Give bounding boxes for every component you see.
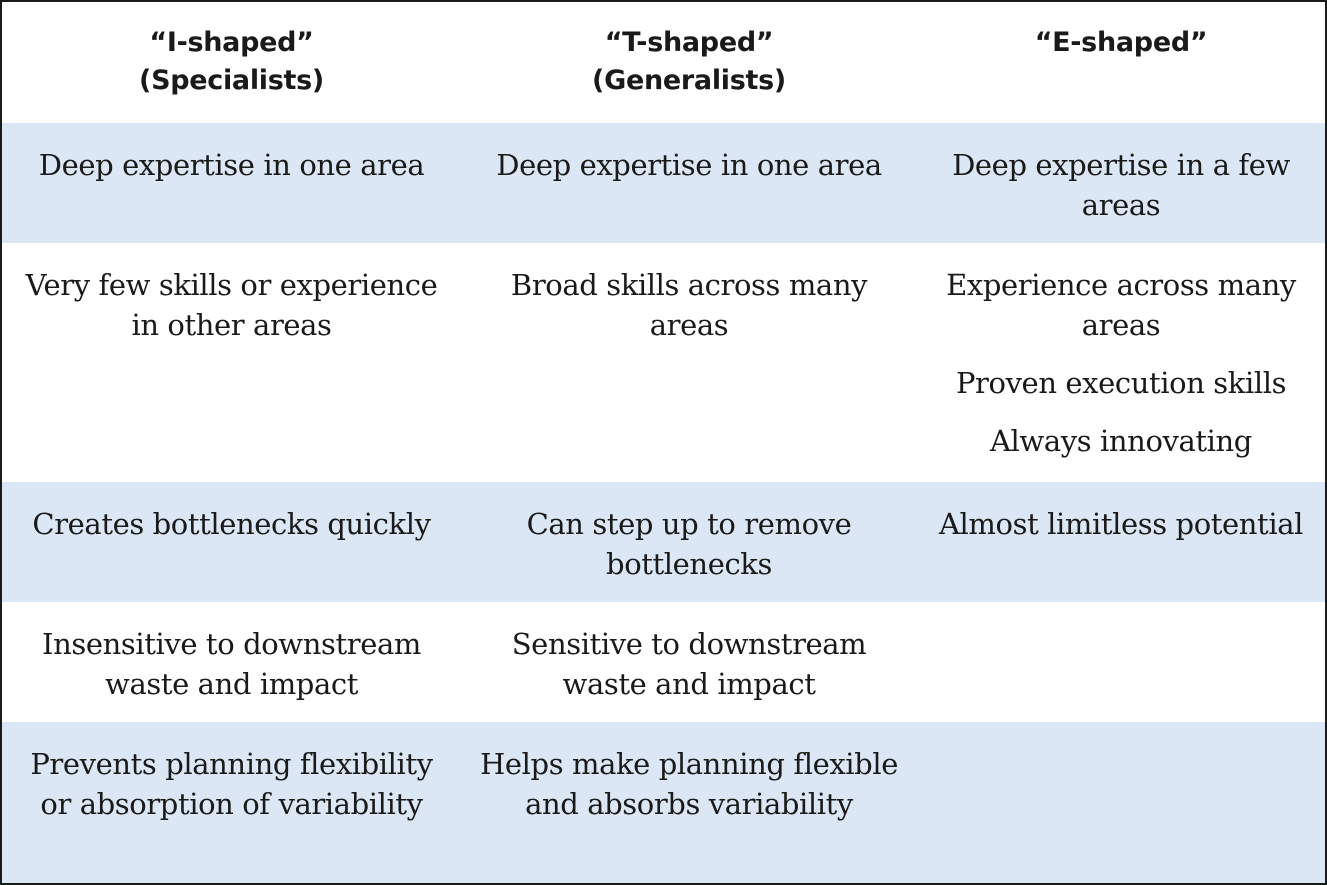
table-row: Prevents planning flexibility or absorpt… xyxy=(2,722,1325,883)
cell-i-shaped: Very few skills or experience in other a… xyxy=(25,268,438,342)
header-i-shaped-title: “I-shaped” xyxy=(149,27,314,58)
cell-e-shaped-line: Always innovating xyxy=(990,424,1252,458)
header-t-shaped-subtitle: (Generalists) xyxy=(592,65,786,96)
cell-t-shaped: Sensitive to downstream waste and impact xyxy=(511,627,867,701)
cell-e-shaped-line: Deep expertise in a few areas xyxy=(952,148,1290,222)
cell-i-shaped: Deep expertise in one area xyxy=(38,148,425,182)
cell-e-shaped: Deep expertise in a few areas xyxy=(917,123,1325,243)
table-row: Insensitive to downstream waste and impa… xyxy=(2,602,1325,722)
cell-t-shaped: Helps make planning flexible and absorbs… xyxy=(480,747,898,821)
cell-t-shaped: Can step up to remove bottlenecks xyxy=(526,507,852,581)
cell-e-shaped: Almost limitless potential xyxy=(917,482,1325,602)
cell-e-shaped-line: Proven execution skills xyxy=(955,366,1287,400)
cell-i-shaped: Prevents planning flexibility or absorpt… xyxy=(30,747,433,821)
cell-e-shaped-line: Experience across many areas xyxy=(946,268,1296,342)
table-row: Creates bottlenecks quickly Can step up … xyxy=(2,482,1325,602)
cell-e-shaped-empty xyxy=(917,722,1325,883)
table-row: Deep expertise in one area Deep expertis… xyxy=(2,123,1325,243)
header-i-shaped-subtitle: (Specialists) xyxy=(139,65,324,96)
cell-t-shaped: Deep expertise in one area xyxy=(496,148,882,182)
header-e-shaped-title: “E-shaped” xyxy=(1034,27,1208,58)
table-row: Very few skills or experience in other a… xyxy=(2,243,1325,482)
cell-i-shaped: Insensitive to downstream waste and impa… xyxy=(42,627,421,701)
cell-e-shaped: Experience across many areas Proven exec… xyxy=(917,243,1325,482)
cell-i-shaped: Creates bottlenecks quickly xyxy=(32,507,431,541)
header-row: “I-shaped” (Specialists) “T-shaped” (Gen… xyxy=(2,2,1325,123)
header-e-shaped: “E-shaped” xyxy=(917,2,1325,123)
header-t-shaped-title: “T-shaped” xyxy=(604,27,774,58)
header-t-shaped: “T-shaped” (Generalists) xyxy=(461,2,917,123)
cell-t-shaped: Broad skills across many areas xyxy=(510,268,868,342)
cell-e-shaped-line: Almost limitless potential xyxy=(939,507,1303,541)
header-i-shaped: “I-shaped” (Specialists) xyxy=(2,2,461,123)
cell-e-shaped-empty xyxy=(917,602,1325,722)
